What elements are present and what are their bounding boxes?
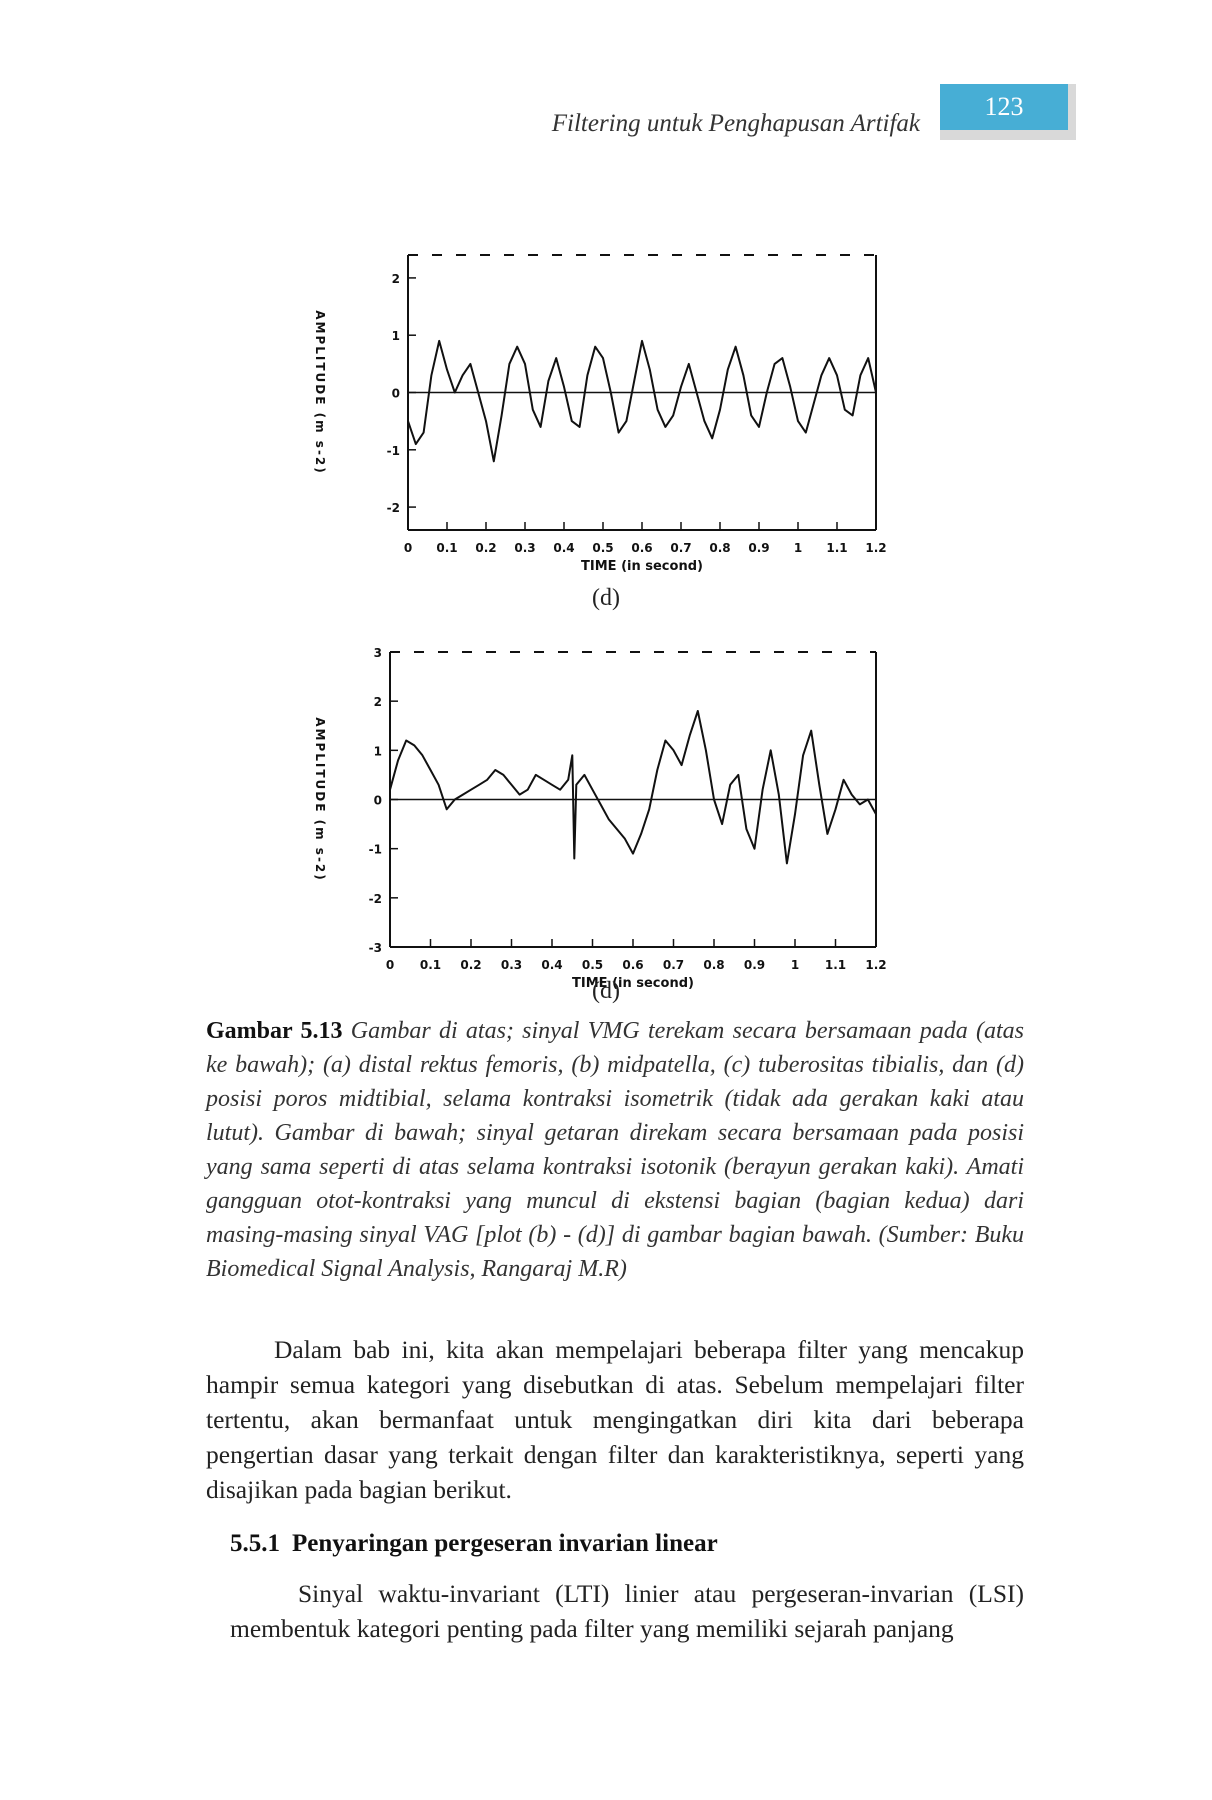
x-tick-label: 0.3 [501,958,522,972]
section-heading: 5.5.1 Penyaringan pergeseran invarian lin… [230,1530,718,1558]
x-tick-label: 0.4 [553,541,574,555]
section-title: Penyaringan pergeseran invarian linear [292,1530,718,1557]
y-tick-label: 0 [374,794,382,808]
x-tick-label: 0.9 [744,958,765,972]
x-tick-label: 0.6 [631,541,652,555]
caption-text: Gambar di atas; sinyal VMG terekam secar… [206,1018,1024,1282]
page-number: 123 [940,84,1068,130]
running-title: Filtering untuk Penghapusan Artifak [551,110,920,137]
vag-isotonic-plot: 3 2 1 0 -1 -2 -3 0 0.1 0.2 0.3 0.4 0.5 0.6 0.7 0.8 0.9 1 1… [313,646,887,991]
caption-label: Gambar 5.13 [206,1018,343,1044]
x-tick-label: 0.6 [622,958,643,972]
x-tick-label: 0.8 [709,541,730,555]
signal-line-0 [389,710,877,865]
y-tick-label: -2 [369,892,382,906]
y-tick-label: -1 [369,843,382,857]
x-tick-label: 0.3 [514,541,535,555]
body-paragraph-2: Sinyal waktu-invariant (LTI) linier atau… [230,1579,1024,1643]
x-tick-label: 1.2 [865,958,886,972]
x-tick-label: 0 [386,958,394,972]
figure-top-panel-label: (d) [592,585,620,611]
x-tick-label: 0.7 [670,541,691,555]
x-tick-label: 1.1 [825,958,846,972]
y-tick-label: -1 [387,444,400,458]
x-tick-label: 1.1 [826,541,847,555]
x-tick-label: 0.4 [541,958,562,972]
x-tick-label: 0.8 [703,958,724,972]
figure-bottom: 3 2 1 0 -1 -2 -3 0 0.1 0.2 0.3 0.4 0.5 0.6 0.7 0.8 0.9 1 1… [296,622,936,992]
x-tick-label: 0.7 [663,958,684,972]
vmg-isometric-plot: 2 1 0 -1 -2 0 0.1 0.2 0.3 0.4 0.5 0.6 0.7 0.8 0.9 1 1.1 1… [313,254,887,574]
y-tick-label: 0 [392,387,400,401]
x-tick-label: 1 [794,541,802,555]
y-tick-label: 1 [374,744,382,758]
y-tick-label: -3 [369,941,382,955]
x-tick-label: 0.1 [436,541,457,555]
section-number: 5.5.1 [230,1530,280,1557]
page-number-tab: 123 [940,84,1076,140]
y-tick-label: 2 [374,695,382,709]
figure-caption: Gambar 5.13 Gambar di atas; sinyal VMG t… [206,1014,1024,1286]
x-axis-label: TIME (in second) [581,559,703,574]
x-tick-label: 0.1 [420,958,441,972]
y-tick-label: 2 [392,272,400,286]
body-paragraph-1: Dalam bab ini, kita akan mempelajari beb… [206,1335,1024,1504]
figure-bottom-panel-label: (d) [592,978,620,1004]
x-tick-label: 0.2 [475,541,496,555]
x-axis-label: TIME (in second) [572,976,694,991]
y-axis-label: AMPLITUDE (m s-2) [313,717,327,882]
x-tick-label: 0.9 [748,541,769,555]
x-tick-label: 0.2 [460,958,481,972]
y-tick-label: 1 [392,329,400,343]
figure-top: 2 1 0 -1 -2 0 0.1 0.2 0.3 0.4 0.5 0.6 0.7 0.8 0.9 1 1.1 1… [296,225,936,595]
y-axis-label: AMPLITUDE (m s-2) [313,310,327,475]
x-tick-label: 0.5 [592,541,613,555]
x-tick-label: 1 [791,958,799,972]
y-tick-label: -2 [387,501,400,515]
signal-line-0 [407,339,877,463]
x-tick-label: 0.5 [582,958,603,972]
x-tick-label: 0 [404,541,412,555]
x-tick-label: 1.2 [865,541,886,555]
y-tick-label: 3 [374,646,382,660]
